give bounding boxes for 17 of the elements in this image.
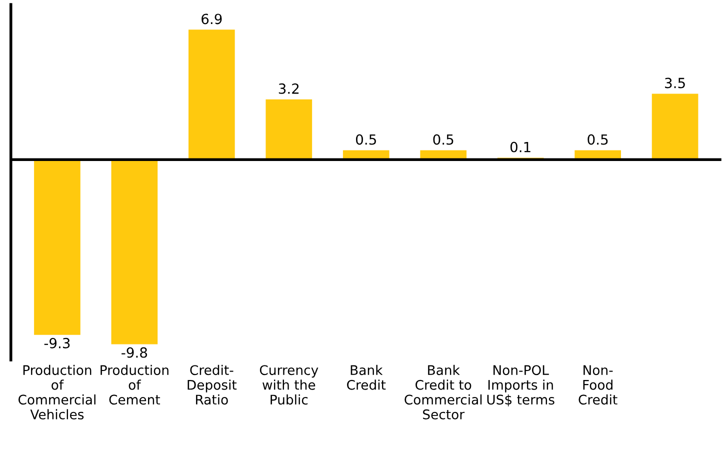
x-tick-label: Bank Credit to Commercial Sector [404,364,482,420]
data-label: -9.8 [122,347,148,358]
data-label: 3.2 [278,83,299,94]
data-label: 3.5 [665,78,685,88]
data-label: 0.5 [588,134,608,145]
data-label: -9.3 [44,338,70,348]
x-tick-label: Credit- Deposit Ratio [188,364,237,405]
data-label: 0.5 [433,134,454,145]
x-tick-label: Non- Food Credit [578,365,618,405]
x-tick-label: Production of Cement [100,364,168,405]
x-tick-label: Currency with the Public [260,365,318,405]
x-tick-label: Bank Credit [347,364,386,390]
data-label: 0.1 [510,142,530,152]
x-tick-label: Non-POL Imports in US$ terms [487,365,554,406]
x-tick-label: Production of Commercial Vehicles [18,364,96,420]
data-label: 0.5 [356,134,376,145]
data-label: 6.9 [202,14,222,24]
